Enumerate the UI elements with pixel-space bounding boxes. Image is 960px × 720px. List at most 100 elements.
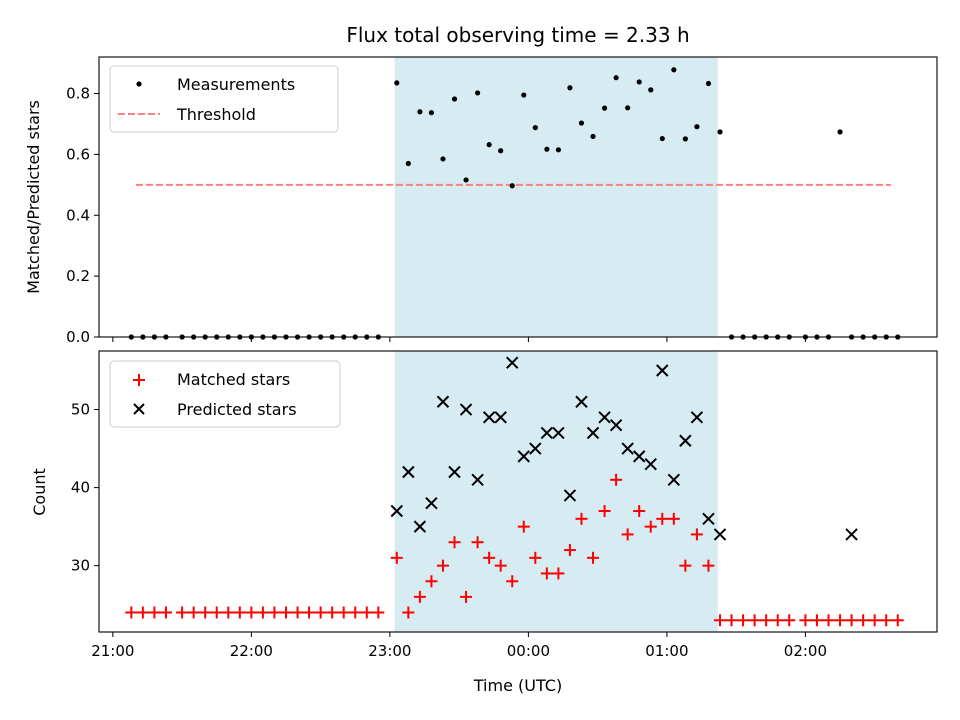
matched-star-point	[748, 614, 761, 627]
top-legend-box	[109, 65, 339, 133]
matched-star-point	[799, 614, 812, 627]
matched-star-point	[436, 559, 449, 572]
matched-star-point	[199, 606, 212, 619]
matched-star-point	[552, 567, 565, 580]
matched-stars-points	[125, 473, 904, 627]
matched-star-point	[713, 614, 726, 627]
y-tick-label: 30	[71, 557, 90, 575]
measurement-point	[659, 135, 665, 142]
predicted-star-point	[702, 512, 715, 526]
measurement-point	[705, 80, 712, 87]
measurement-point	[486, 142, 492, 148]
matched-star-point	[159, 606, 172, 619]
predicted-star-point	[575, 395, 588, 408]
predicted-star-point	[529, 442, 542, 455]
y-tick-label: 0.6	[66, 145, 90, 163]
matched-star-point	[598, 505, 611, 518]
bottom-shaded-span	[394, 351, 718, 632]
matched-star-point	[575, 512, 588, 525]
measurement-point	[532, 125, 538, 131]
matched-star-point	[857, 614, 870, 627]
matched-star-point	[667, 512, 680, 525]
measurement-point	[837, 129, 843, 135]
x-axis-label: Time (UTC)	[473, 676, 562, 695]
legend-matched-marker	[133, 374, 145, 386]
matched-star-point	[891, 614, 904, 627]
predicted-star-point	[390, 504, 404, 518]
measurement-point	[694, 124, 700, 130]
predicted-star-point	[598, 411, 611, 424]
bottom-panel: 30 40 50 21:00 22:00 23:00 00:00 01:00 02:00 Co…	[30, 350, 938, 695]
measurement-point	[440, 156, 446, 162]
measurement-point	[428, 110, 435, 116]
matched-star-point	[291, 606, 304, 619]
matched-star-point	[760, 614, 773, 627]
bottom-x-ticks: 21:00 22:00 23:00 00:00 01:00 02:00	[91, 632, 827, 660]
matched-star-point	[390, 551, 403, 564]
matched-star-point	[483, 551, 496, 564]
matched-star-point	[845, 614, 858, 627]
matched-star-point	[702, 559, 715, 572]
matched-star-point	[448, 536, 461, 549]
predicted-star-point	[690, 411, 704, 424]
matched-star-point	[494, 559, 507, 572]
measurement-point	[463, 177, 469, 183]
measurement-point	[405, 160, 411, 167]
y-tick-label: 0.2	[66, 267, 90, 285]
matched-star-point	[303, 606, 316, 619]
matched-star-point	[245, 606, 258, 619]
measurement-point	[625, 105, 631, 111]
matched-star-point	[868, 614, 881, 627]
matched-star-point	[222, 606, 235, 619]
matched-star-point	[187, 606, 200, 619]
x-tick-label: 23:00	[368, 642, 411, 660]
legend-measurements-label: Measurements	[177, 75, 295, 94]
matched-star-point	[810, 614, 823, 627]
measurement-point	[498, 148, 504, 154]
matched-star-point	[279, 606, 292, 619]
bottom-legend: Matched stars Predicted stars	[109, 360, 341, 428]
measurement-point	[451, 96, 458, 102]
matched-star-point	[148, 606, 161, 619]
predicted-star-point	[494, 411, 507, 424]
matched-star-point	[880, 614, 893, 627]
top-y-axis-label: Matched/Predicted stars	[24, 100, 43, 294]
top-legend: Measurements Threshold	[109, 65, 339, 133]
matched-star-point	[506, 575, 519, 588]
legend-measurements-marker	[136, 81, 142, 87]
matched-star-point	[268, 606, 281, 619]
matched-star-point	[326, 606, 339, 619]
matched-star-point	[529, 551, 542, 564]
matched-star-point	[834, 614, 847, 627]
predicted-star-point	[413, 520, 427, 533]
matched-star-point	[679, 559, 692, 572]
measurement-point	[636, 79, 642, 85]
matched-star-point	[460, 590, 473, 603]
predicted-star-point	[425, 497, 438, 510]
matched-star-point	[737, 614, 750, 627]
top-x-ticks	[112, 337, 806, 342]
matched-star-point	[644, 520, 657, 533]
measurement-point	[475, 90, 481, 96]
matched-star-point	[656, 512, 669, 525]
x-tick-label: 21:00	[91, 642, 134, 660]
predicted-star-point	[632, 450, 646, 463]
predicted-star-point	[459, 403, 473, 416]
measurement-point	[394, 80, 400, 86]
legend-threshold-label: Threshold	[176, 105, 256, 124]
predicted-star-point	[448, 465, 461, 479]
matched-star-point	[690, 528, 703, 541]
top-y-ticks: 0.0 0.2 0.4 0.6 0.8	[66, 85, 99, 346]
matched-star-point	[517, 520, 530, 533]
bottom-y-axis-label: Count	[30, 468, 49, 516]
matched-star-point	[633, 505, 646, 518]
predicted-star-point	[540, 426, 554, 440]
y-tick-label: 0.0	[66, 328, 90, 346]
predicted-star-point	[845, 528, 858, 541]
matched-star-point	[783, 614, 796, 627]
measurement-point	[671, 67, 677, 73]
matched-star-point	[540, 567, 553, 580]
predicted-star-point	[517, 450, 530, 463]
matched-star-point	[210, 606, 223, 619]
